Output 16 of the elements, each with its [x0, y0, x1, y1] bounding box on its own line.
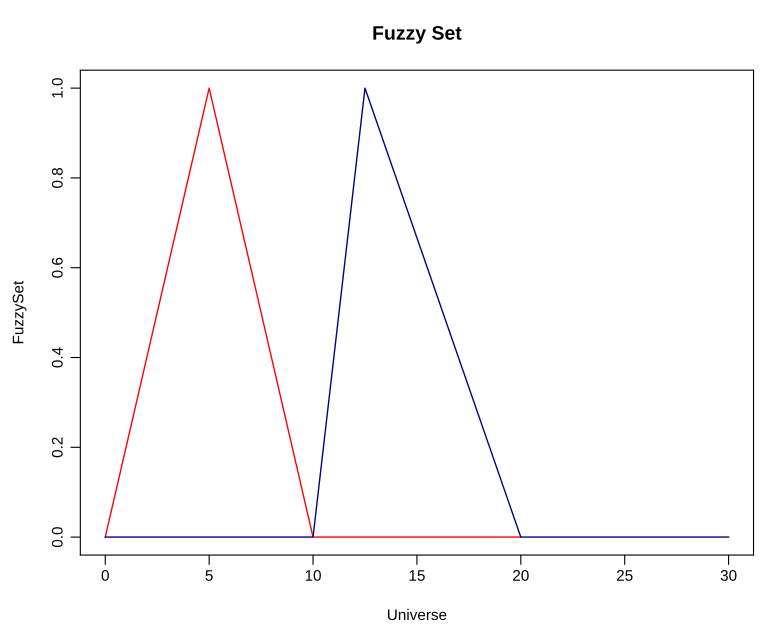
x-tick-label: 15	[410, 570, 425, 581]
x-tick-label: 0	[102, 570, 109, 581]
y-tick-label: 1.0	[52, 78, 63, 98]
y-tick-label: 0.8	[52, 168, 63, 188]
x-tick-label: 10	[306, 570, 321, 581]
y-tick-label: 0.0	[52, 527, 63, 548]
x-tick-label: 25	[616, 570, 633, 581]
y-tick-label: 0.6	[52, 258, 63, 278]
x-tick-label: 30	[720, 570, 736, 581]
y-tick-label: 0.2	[52, 437, 63, 458]
y-axis-title: FuzzySet	[12, 280, 26, 344]
y-tick-label: 0.4	[52, 347, 63, 368]
chart-title: Fuzzy Set	[373, 26, 462, 44]
x-axis-title: Universe	[388, 608, 446, 620]
x-tick-label: 20	[513, 570, 529, 581]
x-tick-label: 5	[206, 570, 213, 581]
